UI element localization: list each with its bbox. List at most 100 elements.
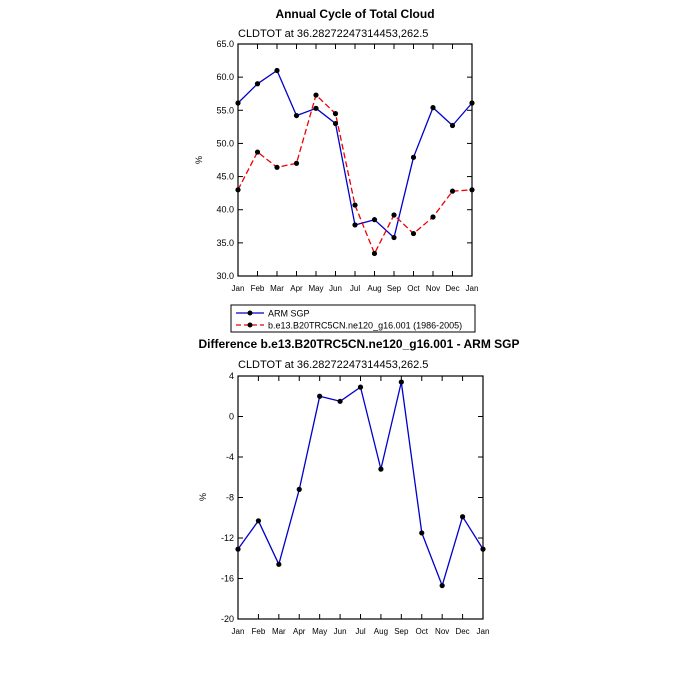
data-point	[332, 111, 339, 117]
x-tick-label: May	[308, 284, 323, 293]
data-point	[235, 187, 241, 193]
y-tick-label: -4	[226, 452, 234, 462]
x-tick-label: Oct	[407, 284, 420, 293]
data-point	[332, 120, 339, 127]
x-tick-label: Mar	[270, 284, 284, 293]
data-point	[398, 379, 404, 385]
x-tick-label: Jul	[350, 284, 360, 293]
data-point	[469, 187, 475, 193]
data-point	[296, 486, 302, 492]
x-tick-label: Apr	[293, 627, 306, 636]
data-point	[410, 154, 417, 160]
data-point	[391, 212, 397, 218]
data-point	[235, 100, 241, 106]
plot-frame	[237, 375, 484, 620]
difference-chart: Difference b.e13.B20TRC5CN.ne120_g16.001…	[198, 337, 520, 636]
chart-title: Difference b.e13.B20TRC5CN.ne120_g16.001…	[198, 337, 519, 351]
data-point	[449, 188, 456, 194]
y-tick-label: 60.0	[216, 72, 234, 82]
chart-title: Annual Cycle of Total Cloud	[275, 7, 434, 21]
y-tick-label: 55.0	[216, 105, 234, 115]
legend-label-obs: ARM SGP	[268, 309, 310, 319]
data-point	[274, 164, 280, 170]
x-tick-label: Mar	[272, 627, 286, 636]
legend-box	[230, 304, 476, 333]
x-tick-label: Oct	[416, 627, 429, 636]
x-tick-label: May	[312, 627, 327, 636]
y-tick-label: 30.0	[216, 271, 234, 281]
data-point	[439, 582, 445, 589]
plot-area: -20 -16 -12 -8 -4 0 4 Jan Feb Mar Apr May Jun Jul Aug S…	[221, 371, 489, 636]
x-tick-label: Jan	[466, 284, 479, 293]
x-tick-label: Apr	[290, 284, 303, 293]
legend-marker-model	[247, 322, 253, 328]
x-tick-label: Jan	[232, 627, 245, 636]
y-tick-label: -20	[221, 614, 234, 624]
series-line-1	[237, 94, 473, 255]
data-point	[293, 160, 300, 166]
series-line-0	[237, 381, 484, 587]
data-point	[274, 67, 280, 74]
data-point	[254, 149, 261, 155]
data-point	[254, 81, 261, 87]
x-tick-label: Feb	[251, 284, 265, 293]
x-tick-label: Aug	[374, 627, 388, 636]
data-point	[357, 384, 364, 390]
y-tick-label: -8	[226, 493, 234, 503]
data-point	[317, 393, 323, 399]
data-point	[378, 466, 384, 472]
legend-label-model: b.e13.B20TRC5CN.ne120_g16.001 (1986-2005…	[268, 321, 462, 331]
x-tick-label: Nov	[435, 627, 449, 636]
data-point	[371, 217, 378, 223]
x-tick-label: Nov	[426, 284, 440, 293]
y-tick-label: 65.0	[216, 39, 234, 49]
data-point	[293, 112, 300, 119]
data-point	[352, 222, 358, 228]
x-tick-label: Jun	[329, 284, 342, 293]
y-tick-label: 0	[229, 412, 234, 422]
chart-subtitle: CLDTOT at 36.28272247314453,262.5	[238, 359, 428, 371]
data-point	[255, 518, 262, 524]
data-point	[449, 122, 456, 129]
legend-marker-obs	[247, 310, 253, 316]
y-tick-label: 40.0	[216, 205, 234, 215]
data-point	[459, 514, 466, 520]
x-tick-label: Dec	[455, 627, 469, 636]
x-tick-label: Sep	[394, 627, 409, 636]
x-tick-label: Dec	[445, 284, 459, 293]
plot-frame	[237, 43, 473, 277]
annual-cycle-chart: Annual Cycle of Total Cloud CLDTOT at 36…	[194, 7, 478, 333]
plot-area: 30.0 35.0 40.0 45.0 50.0 55.0 60.0 65.0 Jan Feb Ma…	[216, 39, 478, 293]
data-point	[469, 100, 475, 106]
data-point	[337, 398, 343, 404]
data-point	[371, 250, 378, 257]
y-axis-label: %	[198, 493, 208, 501]
data-point	[419, 530, 425, 536]
y-tick-label: 35.0	[216, 238, 234, 248]
data-point	[352, 202, 358, 208]
x-tick-label: Sep	[387, 284, 402, 293]
chart-subtitle: CLDTOT at 36.28272247314453,262.5	[238, 28, 428, 40]
legend: ARM SGP b.e13.B20TRC5CN.ne120_g16.001 (1…	[230, 304, 476, 333]
data-point	[410, 230, 417, 237]
data-point	[313, 92, 319, 98]
data-point	[480, 546, 486, 552]
x-tick-label: Feb	[252, 627, 266, 636]
x-tick-label: Jan	[232, 284, 245, 293]
y-tick-label: -16	[221, 574, 234, 584]
y-tick-label: 45.0	[216, 172, 234, 182]
x-tick-label: Jun	[334, 627, 347, 636]
data-point	[391, 234, 397, 241]
y-tick-label: 4	[229, 371, 234, 381]
data-point	[430, 105, 436, 111]
y-axis-label: %	[194, 156, 204, 164]
x-tick-label: Aug	[367, 284, 381, 293]
x-tick-label: Jul	[355, 627, 365, 636]
data-point	[276, 561, 282, 567]
x-tick-label: Jan	[477, 627, 490, 636]
data-point	[313, 105, 319, 111]
data-point	[430, 214, 436, 220]
y-tick-label: 50.0	[216, 138, 234, 148]
y-tick-label: -12	[221, 533, 234, 543]
